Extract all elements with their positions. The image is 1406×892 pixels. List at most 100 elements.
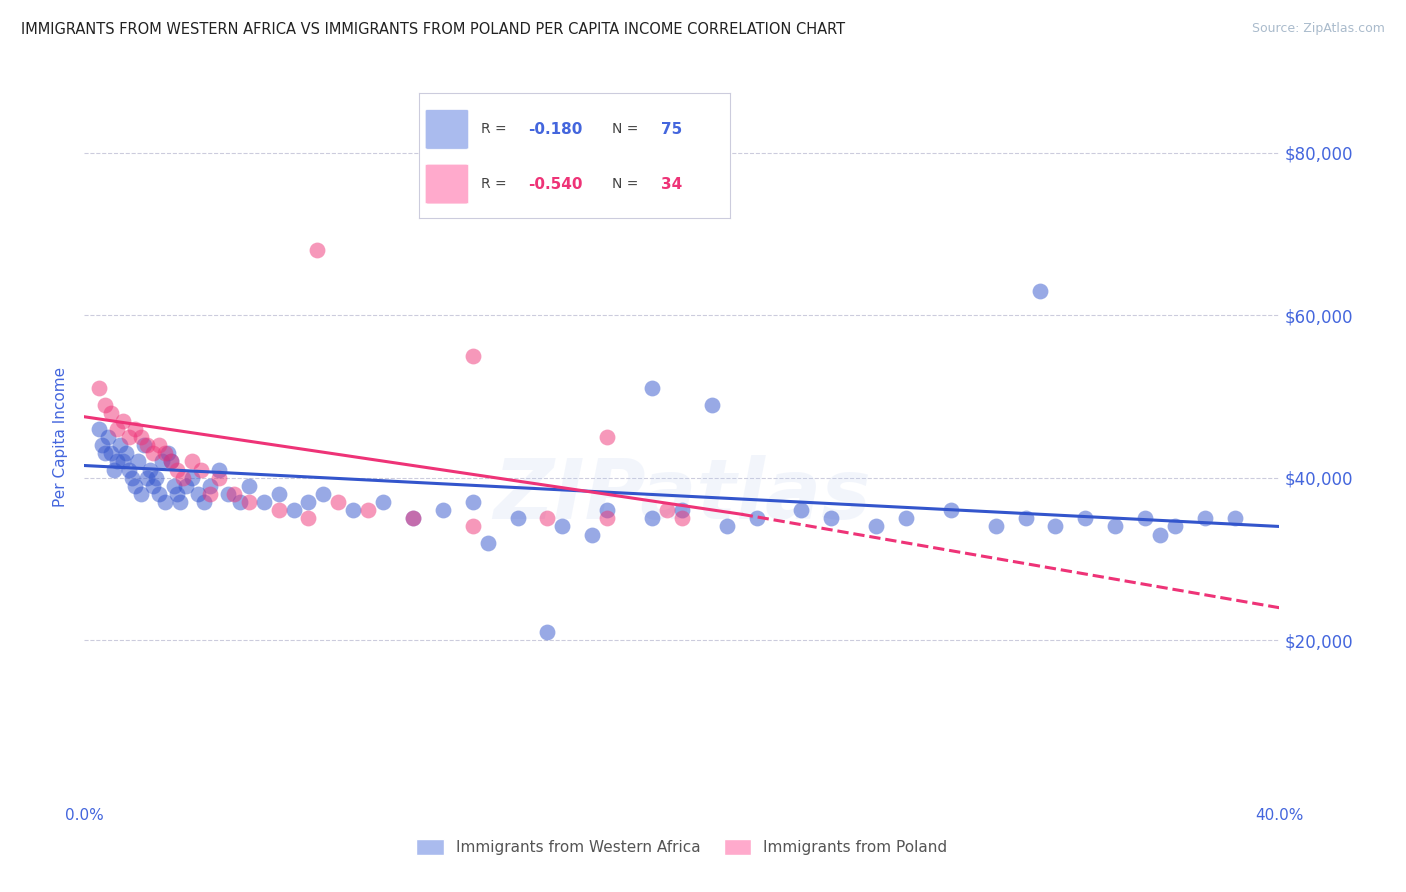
Point xyxy=(91,438,114,452)
Text: ZIPatlas: ZIPatlas xyxy=(494,455,870,536)
Point xyxy=(939,503,962,517)
Point xyxy=(97,430,120,444)
Point xyxy=(253,495,276,509)
Point xyxy=(1133,511,1156,525)
Point xyxy=(283,503,305,517)
Y-axis label: Per Capita Income: Per Capita Income xyxy=(53,367,69,508)
Point xyxy=(312,487,335,501)
Point xyxy=(671,511,693,525)
Point xyxy=(357,503,380,517)
Point xyxy=(174,479,197,493)
Point xyxy=(145,471,167,485)
Point xyxy=(198,487,221,501)
Point xyxy=(238,479,260,493)
Point xyxy=(1194,511,1216,525)
Point xyxy=(1149,527,1171,541)
Point xyxy=(100,446,122,460)
Point xyxy=(461,519,484,533)
Point xyxy=(307,243,329,257)
Point xyxy=(148,438,170,452)
Point xyxy=(506,511,529,525)
Point xyxy=(267,503,290,517)
Point xyxy=(136,438,159,452)
Point xyxy=(238,495,260,509)
Point xyxy=(124,422,146,436)
Point xyxy=(136,471,159,485)
Point xyxy=(172,471,194,485)
Text: IMMIGRANTS FROM WESTERN AFRICA VS IMMIGRANTS FROM POLAND PER CAPITA INCOME CORRE: IMMIGRANTS FROM WESTERN AFRICA VS IMMIGR… xyxy=(21,22,845,37)
Point xyxy=(139,462,162,476)
Point xyxy=(160,454,183,468)
Point xyxy=(127,454,149,468)
Point xyxy=(105,422,128,436)
Point xyxy=(1164,519,1187,533)
Point xyxy=(110,438,132,452)
Point xyxy=(596,430,619,444)
Point xyxy=(115,446,138,460)
Point xyxy=(581,527,603,541)
Point xyxy=(297,495,319,509)
Text: Source: ZipAtlas.com: Source: ZipAtlas.com xyxy=(1251,22,1385,36)
Point xyxy=(132,438,156,452)
Point xyxy=(166,487,188,501)
Point xyxy=(153,495,176,509)
Point xyxy=(894,511,917,525)
Point xyxy=(461,349,484,363)
Point xyxy=(100,406,122,420)
Point xyxy=(105,454,128,468)
Point xyxy=(297,511,319,525)
Point xyxy=(655,503,678,517)
Point xyxy=(1074,511,1097,525)
Point xyxy=(984,519,1007,533)
Point xyxy=(432,503,454,517)
Point xyxy=(89,422,111,436)
Point xyxy=(112,414,135,428)
Point xyxy=(1223,511,1246,525)
Point xyxy=(169,495,191,509)
Point xyxy=(596,511,619,525)
Point xyxy=(187,487,209,501)
Point xyxy=(89,381,111,395)
Point xyxy=(163,479,186,493)
Point xyxy=(112,454,135,468)
Point xyxy=(641,381,664,395)
Point xyxy=(536,511,558,525)
Point xyxy=(208,471,231,485)
Point xyxy=(118,462,141,476)
Point xyxy=(267,487,290,501)
Point xyxy=(103,462,125,476)
Point xyxy=(157,446,180,460)
Point xyxy=(142,479,165,493)
Point xyxy=(402,511,425,525)
Legend: Immigrants from Western Africa, Immigrants from Poland: Immigrants from Western Africa, Immigran… xyxy=(411,833,953,861)
Point xyxy=(160,454,183,468)
Point xyxy=(181,454,204,468)
Point xyxy=(477,535,499,549)
Point xyxy=(328,495,350,509)
Point xyxy=(342,503,364,517)
Point xyxy=(671,503,693,517)
Point xyxy=(716,519,738,533)
Point xyxy=(551,519,574,533)
Point xyxy=(373,495,395,509)
Point xyxy=(198,479,221,493)
Point xyxy=(1045,519,1067,533)
Point xyxy=(1029,284,1052,298)
Point xyxy=(153,446,176,460)
Point xyxy=(641,511,664,525)
Point xyxy=(536,625,558,640)
Point xyxy=(118,430,141,444)
Point xyxy=(129,487,152,501)
Point xyxy=(190,462,212,476)
Point xyxy=(790,503,813,517)
Point xyxy=(124,479,146,493)
Point xyxy=(700,398,723,412)
Point xyxy=(193,495,215,509)
Point xyxy=(228,495,252,509)
Point xyxy=(865,519,887,533)
Point xyxy=(166,462,188,476)
Point xyxy=(129,430,152,444)
Point xyxy=(222,487,245,501)
Point xyxy=(217,487,239,501)
Point xyxy=(208,462,231,476)
